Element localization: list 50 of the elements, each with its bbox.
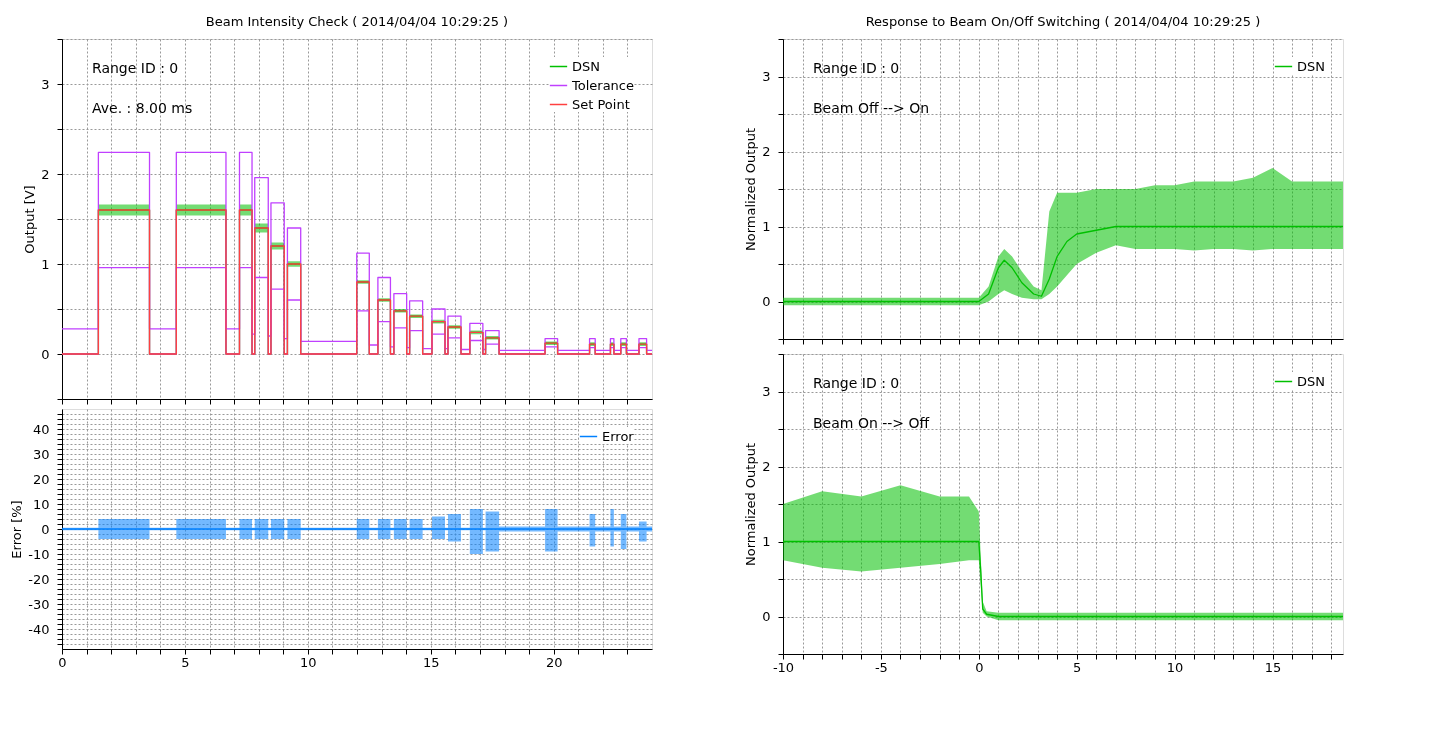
legend-label: DSN (1297, 58, 1325, 74)
x-tick-label: 5 (181, 654, 190, 670)
y-tick-label: 1 (762, 534, 771, 549)
annotation: Beam Off --> On (813, 100, 930, 116)
y-tick-label: 0 (41, 521, 50, 537)
y-tick-label: 0 (762, 609, 771, 624)
y-tick-label: 1 (762, 219, 771, 234)
annotation: Range ID : 0 (813, 60, 900, 76)
chart-title: Response to Beam On/Off Switching ( 2014/04/04 10:29:25 ) (865, 14, 1261, 29)
y-tick-label: 2 (762, 459, 771, 474)
y-axis-title: Normalized Output (743, 442, 759, 567)
y-tick-label: 1 (41, 256, 50, 272)
y-tick-label: -20 (28, 571, 50, 587)
annotation: Ave. : 8.00 ms (92, 100, 193, 116)
x-tick-label: 20 (545, 654, 563, 670)
y-tick-label: 2 (762, 144, 771, 159)
y-tick-label: 3 (41, 76, 50, 92)
y-axis-title: Error [%] (9, 500, 25, 559)
y-tick-label: -40 (28, 621, 50, 637)
x-tick-label: 10 (300, 654, 317, 670)
annotation: Range ID : 0 (813, 375, 900, 391)
x-tick-label: 5 (1073, 659, 1082, 675)
legend-label: Error (602, 428, 635, 444)
y-tick-label: 0 (41, 346, 50, 362)
y-tick-label: 2 (41, 166, 50, 182)
annotation: Range ID : 0 (92, 60, 179, 76)
y-tick-label: -10 (28, 546, 50, 562)
y-tick-label: 20 (32, 471, 50, 487)
y-tick-label: -30 (28, 596, 50, 612)
legend-label: DSN (1297, 373, 1325, 389)
x-tick-label: 15 (1264, 659, 1282, 675)
y-axis-title: Output [V] (22, 185, 38, 254)
x-tick-label: -5 (874, 659, 888, 675)
y-tick-label: 10 (32, 496, 50, 512)
x-tick-label: 0 (58, 654, 67, 670)
y-tick-label: 30 (32, 446, 50, 462)
legend-label: DSN (572, 58, 600, 74)
annotation: Beam On --> Off (813, 415, 930, 431)
chart-title: Beam Intensity Check ( 2014/04/04 10:29:25 ) (205, 14, 509, 29)
y-tick-label: 0 (762, 294, 771, 309)
y-tick-label: 3 (762, 384, 771, 399)
y-tick-label: 3 (762, 69, 771, 84)
x-tick-label: -10 (772, 659, 795, 675)
x-tick-label: 0 (975, 659, 984, 675)
y-axis-title: Normalized Output (743, 127, 759, 252)
legend-label: Tolerance (571, 77, 634, 93)
legend-label: Set Point (572, 96, 630, 112)
x-tick-label: 15 (422, 654, 440, 670)
y-tick-label: 40 (32, 421, 50, 437)
x-tick-label: 10 (1166, 659, 1184, 675)
